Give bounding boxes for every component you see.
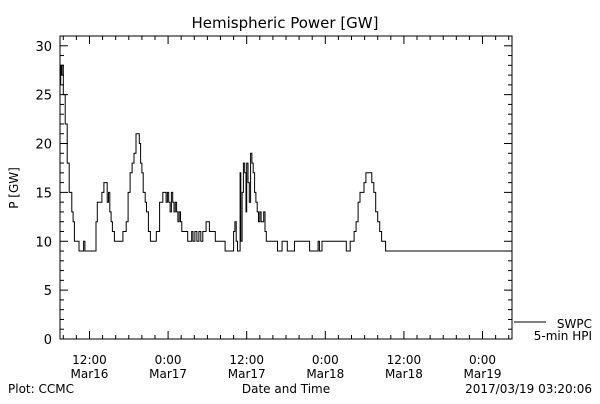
x-tick-label: 12:00 [229,353,264,367]
x-tick-sublabel: Mar17 [149,367,187,381]
legend-label: 5-min HPI [534,329,592,343]
y-tick-label: 30 [35,40,52,55]
x-tick-label: 0:00 [469,353,496,367]
chart-title: Hemispheric Power [GW] [192,14,379,32]
series-lines [60,64,512,252]
x-tick-sublabel: Mar19 [464,367,502,381]
x-tick-sublabel: Mar18 [385,367,423,381]
y-tick-label: 15 [35,186,52,201]
y-axis-label: P [GW] [7,167,21,209]
legend-label: SWPC [557,317,592,331]
x-tick-label: 0:00 [155,353,182,367]
y-tick-label: 25 [35,89,52,104]
y-tick-label: 0 [44,333,52,348]
x-tick-label: 0:00 [312,353,339,367]
x-tick-label: 12:00 [387,353,422,367]
x-tick-sublabel: Mar17 [228,367,266,381]
series-line-swpc [60,64,512,252]
axis-ticks: 05101520253012:00Mar160:00Mar1712:00Mar1… [35,35,512,381]
x-tick-sublabel: Mar18 [306,367,344,381]
y-tick-label: 20 [35,138,52,153]
x-tick-label: 12:00 [72,353,107,367]
footer-timestamp: 2017/03/19 03:20:06 [465,382,592,396]
y-tick-label: 10 [35,235,52,250]
x-tick-sublabel: Mar16 [71,367,109,381]
x-axis-label: Date and Time [242,382,330,396]
y-tick-label: 5 [44,284,52,299]
plot-frame [59,35,513,340]
footer-plot-credit: Plot: CCMC [8,382,74,396]
